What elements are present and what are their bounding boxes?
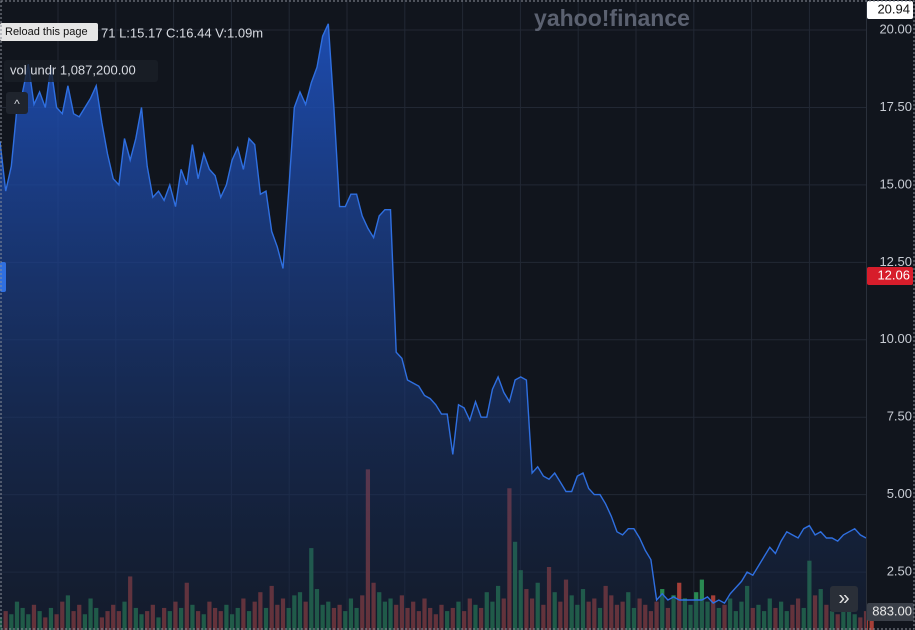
y-tick-label: 2.50 bbox=[887, 564, 912, 579]
ohlc-legend: 71 L:15.17 C:16.44 V:1.09m bbox=[101, 25, 263, 40]
volume-bar bbox=[869, 614, 874, 630]
high-marker: 20.94 bbox=[877, 1, 910, 16]
y-axis: 2.50 5.00 7.50 10.00 12.50 15.00 17.50 20.00 20.… bbox=[867, 1, 914, 621]
plot bbox=[0, 23, 874, 630]
tooltip: Reload this page bbox=[5, 26, 88, 38]
collapse-icon[interactable]: ^ bbox=[14, 97, 20, 111]
y-tick-label: 15.00 bbox=[879, 176, 912, 191]
y-tick-label: 12.50 bbox=[879, 254, 912, 269]
y-tick-label: 7.50 bbox=[887, 409, 912, 424]
high-marker-bg bbox=[867, 1, 913, 19]
scroll-icon[interactable]: » bbox=[838, 587, 849, 609]
volume-marker-bg bbox=[867, 603, 914, 621]
scroll-button[interactable] bbox=[830, 586, 858, 612]
tooltip-bg bbox=[0, 23, 98, 41]
y-tick-label: 17.50 bbox=[879, 99, 912, 114]
price-line bbox=[0, 23, 867, 605]
logo: yahoo!finance bbox=[534, 5, 690, 31]
y-tick-label: 5.00 bbox=[887, 486, 912, 501]
collapse-button[interactable] bbox=[6, 92, 28, 114]
volume-legend-bg bbox=[4, 60, 158, 82]
y-tick-label: 10.00 bbox=[879, 331, 912, 346]
y-tick-label: 20.00 bbox=[879, 21, 912, 36]
price-marker: 12.06 bbox=[877, 267, 910, 282]
volume-marker: 883.00 bbox=[872, 603, 912, 618]
volume-legend: vol undr 1,087,200.00 bbox=[10, 62, 136, 77]
price-marker-bg bbox=[867, 266, 913, 285]
price-area bbox=[0, 23, 866, 630]
